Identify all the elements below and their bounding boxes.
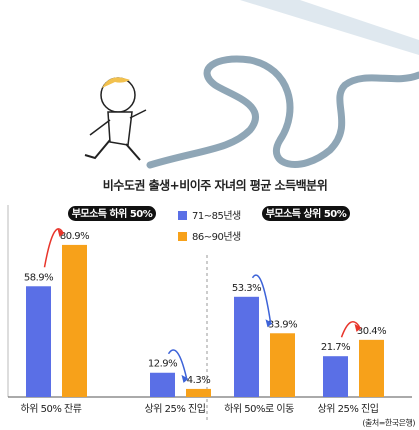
bar xyxy=(270,333,295,397)
trend-arrow xyxy=(340,321,361,338)
x-tick-label: 하위 50%로 이동 xyxy=(224,402,294,415)
panel-title: 부모소득 상위 50% xyxy=(266,207,347,220)
source: (출처=한국은행) xyxy=(362,418,415,428)
trend-arrow xyxy=(167,349,188,379)
value-label: 21.7% xyxy=(321,342,350,353)
value-label: 33.9% xyxy=(268,319,297,330)
legend-label: 71~85년생 xyxy=(192,210,241,222)
chart-title: 비수도권 출생+비이주 자녀의 평균 소득백분위 xyxy=(103,178,328,193)
arrow-head xyxy=(57,228,65,237)
value-label: 80.9% xyxy=(60,231,89,242)
trend-arrow xyxy=(251,274,272,323)
legend-swatch xyxy=(178,232,187,241)
value-label: 30.4% xyxy=(357,326,386,337)
value-label: 53.3% xyxy=(232,283,261,294)
bar xyxy=(234,296,259,397)
legend-swatch xyxy=(178,211,187,220)
arrow-head xyxy=(181,374,189,383)
bar xyxy=(62,244,87,397)
x-tick-label: 하위 50% 잔류 xyxy=(21,402,82,415)
bar xyxy=(26,286,51,397)
value-label: 12.9% xyxy=(148,359,177,370)
bar xyxy=(359,339,384,397)
trend-arrow xyxy=(43,228,64,268)
illustration xyxy=(84,0,419,169)
x-tick-label: 상위 25% 진입 xyxy=(318,402,379,415)
value-label: 4.3% xyxy=(187,375,210,386)
bar xyxy=(186,388,211,397)
arrow-head xyxy=(265,319,273,328)
panel-title-bg xyxy=(68,206,156,221)
x-tick-label: 상위 25% 진입 xyxy=(145,402,206,415)
panel-title: 부모소득 하위 50% xyxy=(72,207,153,220)
legend-label: 86~90년생 xyxy=(192,231,241,243)
bar xyxy=(323,356,348,397)
value-label: 58.9% xyxy=(24,272,53,283)
panel-title-bg xyxy=(262,206,350,221)
arrow-head xyxy=(354,323,362,332)
bar xyxy=(150,372,175,397)
